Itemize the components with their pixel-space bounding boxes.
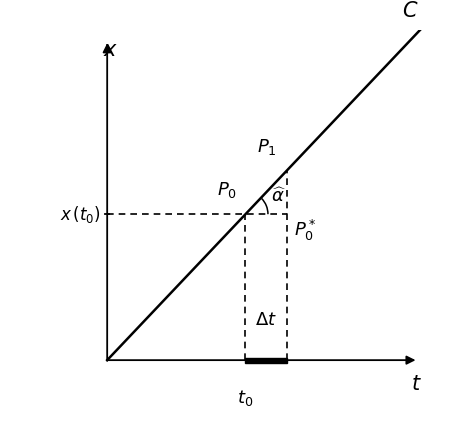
Text: $t$: $t$ (411, 374, 422, 394)
FancyBboxPatch shape (245, 359, 287, 363)
Text: $x$: $x$ (103, 40, 118, 60)
Text: $t_0$: $t_0$ (237, 388, 254, 408)
Text: $\Delta t$: $\Delta t$ (255, 311, 277, 329)
Text: $C$: $C$ (402, 1, 418, 21)
Text: $P_1$: $P_1$ (257, 136, 277, 157)
Text: $P_0^*$: $P_0^*$ (294, 218, 316, 243)
Text: $x\,(t_0)$: $x\,(t_0)$ (60, 204, 101, 225)
Text: $\widehat{\alpha}$: $\widehat{\alpha}$ (272, 187, 287, 206)
Text: $P_0$: $P_0$ (217, 180, 237, 200)
